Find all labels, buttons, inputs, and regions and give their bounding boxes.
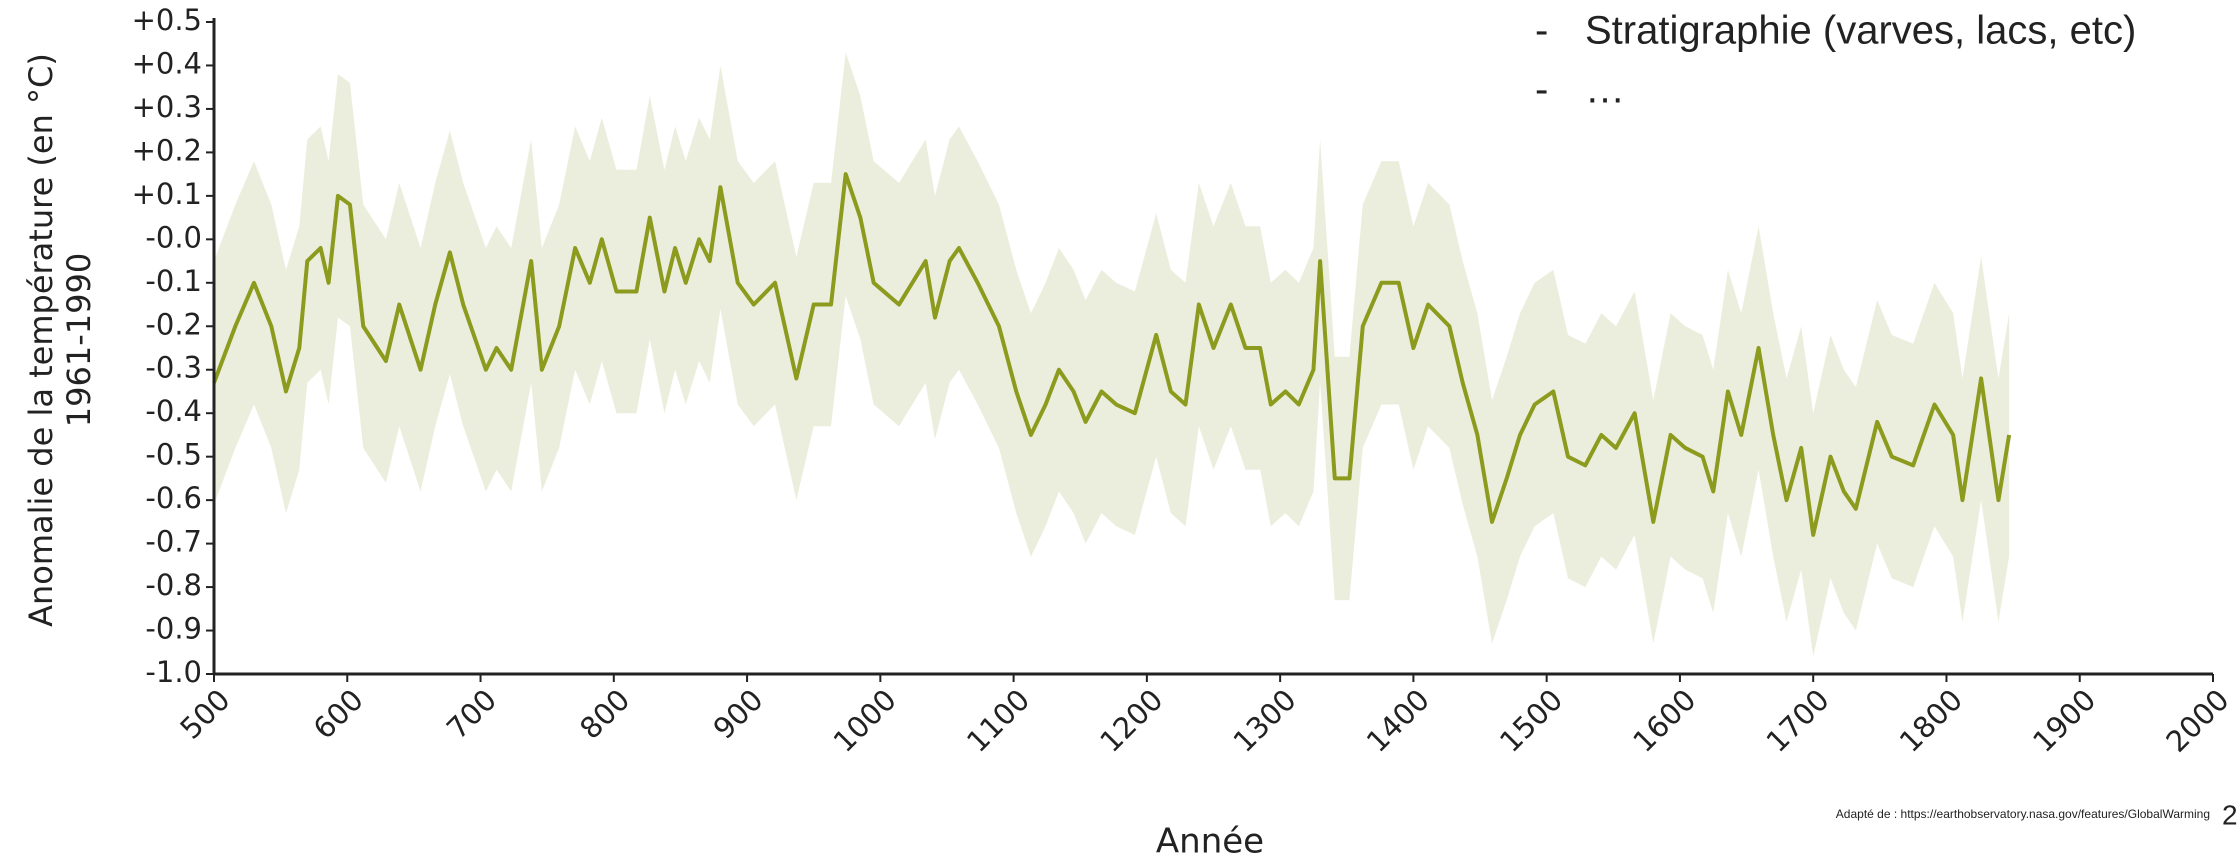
x-tick-label: 700 [440,683,503,746]
y-tick-label: -0.9 [145,612,202,646]
uncertainty-band [214,52,2010,657]
y-tick-label: -0.7 [145,525,202,559]
y-axis-label: 1961-1990 [60,253,98,427]
y-tick-label: +0.1 [132,177,202,211]
y-tick-label: -0.5 [145,438,202,472]
x-tick-label: 1100 [960,683,1036,759]
y-tick-label: +0.2 [132,133,202,167]
x-tick-label: 2000 [2159,683,2235,759]
y-tick-label: -0.6 [145,481,202,515]
y-tick-label: -0.3 [145,351,202,385]
x-tick-label: 1800 [1893,683,1969,759]
y-tick-label: +0.5 [132,3,202,37]
x-tick-label: 1300 [1227,683,1303,759]
source: Adapté de : https://earthobservatory.nas… [1836,807,2210,821]
x-tick-label: 1000 [827,683,903,759]
x-tick-label: 1900 [2026,683,2102,759]
y-tick-label: -0.0 [145,220,202,254]
y-tick-label: -0.2 [145,307,202,341]
x-tick-label: 1200 [1093,683,1169,759]
x-tick-label: 800 [573,683,636,746]
mean-line [212,172,2012,537]
page-number: 2 [2222,799,2238,830]
x-tick-label: 1400 [1360,683,1436,759]
x-tick-label: 1600 [1626,683,1702,759]
y-tick-label: -0.1 [145,264,202,298]
y-tick-label: -1.0 [145,655,202,689]
x-tick-label: 1500 [1493,683,1569,759]
bullet-text: … [1585,68,1625,112]
x-tick-label: 1700 [1760,683,1836,759]
x-tick-label: 900 [706,683,769,746]
bullet-dash: - [1535,68,1548,112]
y-tick-label: +0.4 [132,46,202,80]
bullet-text: Stratigraphie (varves, lacs, etc) [1585,9,2136,53]
y-tick-label: -0.8 [145,568,202,602]
x-axis-label: Année [1156,822,1264,861]
y-tick-label: +0.3 [132,90,202,124]
x-tick-label: 500 [173,683,236,746]
y-tick-label: -0.4 [145,394,202,428]
x-tick-label: 600 [307,683,370,746]
y-axis-label: Anomalie de la température (en °C) [22,53,60,627]
bullet-dash: - [1535,9,1548,53]
